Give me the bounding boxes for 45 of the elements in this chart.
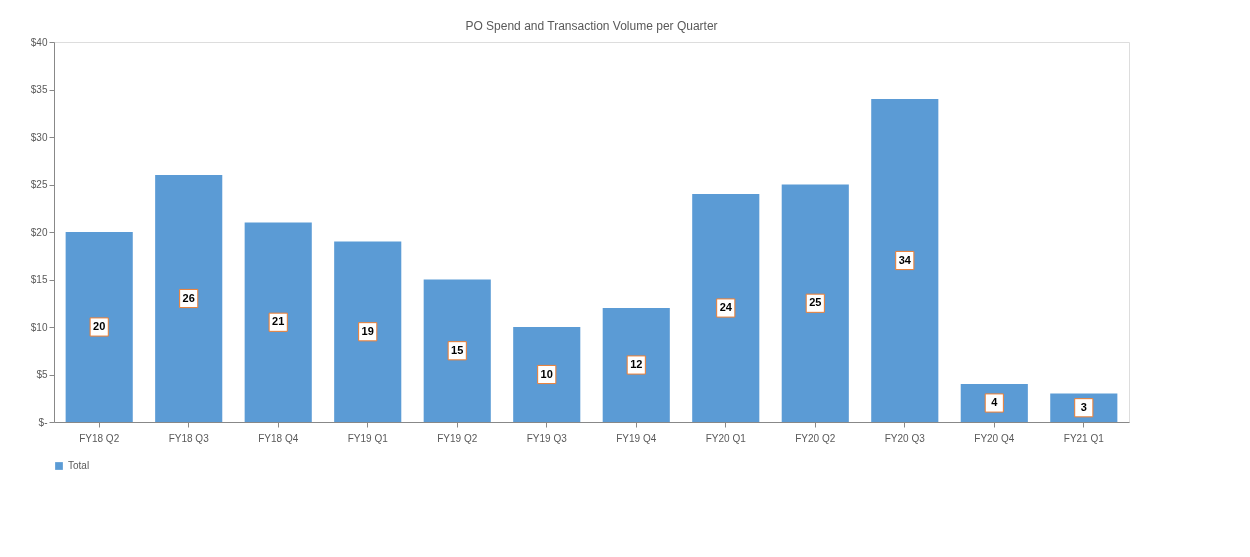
x-tick-label: FY21 Q1 [1063, 432, 1105, 444]
y-tick-label: $10 [30, 321, 48, 333]
data-label: 34 [898, 253, 912, 266]
bar [334, 241, 402, 422]
y-tick-label: $- [38, 416, 48, 428]
data-label: 19 [361, 324, 374, 337]
bar [423, 279, 491, 422]
bar [65, 232, 133, 422]
x-tick-label: FY18 Q3 [168, 432, 210, 444]
legend-label: Total [68, 460, 90, 471]
data-label: 24 [719, 301, 733, 313]
y-tick-label: $20 [30, 226, 48, 238]
bar [155, 175, 223, 422]
y-tick-label: $5 [36, 369, 48, 380]
data-label: 3 [1080, 400, 1087, 413]
x-tick-label: FY20 Q3 [884, 432, 926, 444]
x-tick-label: FY19 Q4 [616, 432, 657, 444]
x-tick-label: FY20 Q2 [795, 432, 836, 444]
y-tick-label: $25 [30, 179, 48, 190]
data-label: 10 [540, 367, 553, 380]
x-tick-label: FY20 Q1 [705, 432, 747, 444]
data-label: 25 [809, 296, 822, 309]
x-tick-label: FY19 Q3 [526, 432, 568, 444]
y-tick-label: $30 [30, 131, 48, 143]
bar [244, 222, 312, 422]
x-tick-label: FY19 Q2 [437, 432, 478, 444]
data-label: 4 [991, 396, 999, 408]
bar [602, 308, 670, 422]
bar [781, 184, 849, 422]
y-tick-label: $40 [30, 36, 48, 48]
data-label: 12 [630, 358, 643, 370]
x-tick-label: FY18 Q4 [258, 432, 299, 444]
y-tick-label: $35 [30, 84, 48, 95]
data-label: 15 [451, 343, 464, 356]
chart-title: PO Spend and Transaction Volume per Quarter [465, 19, 718, 33]
y-tick-label: $15 [30, 274, 48, 285]
x-tick-label: FY19 Q1 [347, 432, 389, 444]
data-label: 21 [272, 315, 285, 328]
x-tick-label: FY20 Q4 [974, 432, 1015, 444]
data-label: 20 [93, 320, 106, 332]
bar [692, 194, 760, 422]
x-tick-label: FY18 Q2 [79, 432, 120, 444]
bar [871, 99, 939, 422]
data-label: 26 [182, 291, 195, 304]
bar [513, 327, 581, 422]
